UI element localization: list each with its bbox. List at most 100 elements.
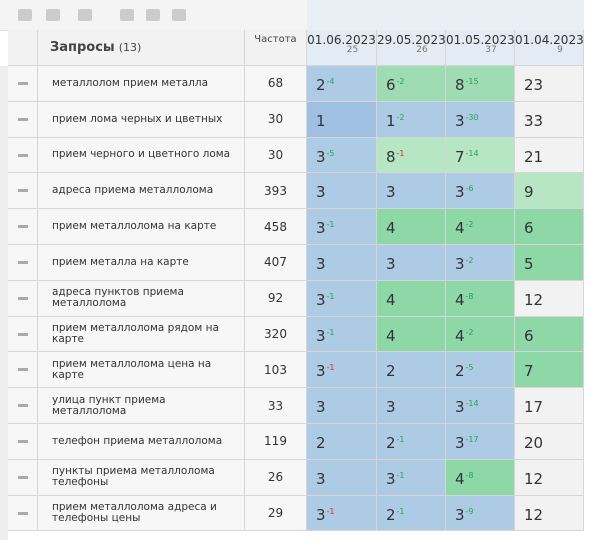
row-handle[interactable] xyxy=(8,280,38,317)
font-icon[interactable] xyxy=(172,9,186,21)
date-header[interactable]: 29.05.2023 26 xyxy=(377,30,446,66)
position-cell: 3 xyxy=(377,245,446,281)
position-cell: 2-5 xyxy=(446,352,515,389)
position: 3 xyxy=(386,183,396,202)
date-header[interactable]: 01.05.2023 37 xyxy=(446,30,515,66)
position-delta: -1 xyxy=(326,220,335,230)
row-handle[interactable] xyxy=(8,495,38,532)
position-cell: 33 xyxy=(515,101,584,138)
position: 4 xyxy=(455,290,465,309)
row-handle[interactable] xyxy=(8,66,38,102)
row-handle[interactable] xyxy=(8,388,38,424)
date-count: 26 xyxy=(416,45,428,55)
frequency: 33 xyxy=(245,388,307,424)
position: 6 xyxy=(386,76,396,94)
position: 4 xyxy=(455,469,465,488)
position: 23 xyxy=(524,76,544,94)
position-cell: 4 xyxy=(377,316,446,353)
position-cell: 3-30 xyxy=(446,101,515,138)
position-delta: -8 xyxy=(465,291,474,301)
query: прием металлолома цена на карте xyxy=(38,352,245,389)
position: 3 xyxy=(316,469,326,488)
position-delta: -1 xyxy=(326,291,335,301)
position-cell: 21 xyxy=(515,137,584,174)
position: 5 xyxy=(524,255,534,273)
position-cell: 7-14 xyxy=(446,137,515,174)
position-cell: 6-2 xyxy=(377,66,446,102)
position: 8 xyxy=(455,76,465,94)
row-handle[interactable] xyxy=(8,316,38,353)
date-count: 9 xyxy=(557,45,563,55)
position-cell: 3 xyxy=(307,173,377,210)
position: 12 xyxy=(524,469,544,488)
query: металлолом прием металла xyxy=(38,66,245,102)
position-cell: 8-1 xyxy=(377,137,446,174)
frequency: 119 xyxy=(245,424,307,460)
link-icon[interactable] xyxy=(78,9,92,21)
row-handle[interactable] xyxy=(8,424,38,460)
position: 3 xyxy=(455,434,465,452)
position-delta: -5 xyxy=(326,148,335,158)
position: 3 xyxy=(316,326,326,345)
position-cell: 4 xyxy=(377,209,446,245)
position: 4 xyxy=(455,326,465,345)
position-cell: 4 xyxy=(377,280,446,317)
position-cell: 4-2 xyxy=(446,316,515,353)
position-cell: 8-15 xyxy=(446,66,515,102)
query: адреса пунктов приема металлолома xyxy=(38,280,245,317)
position-cell: 12 xyxy=(515,280,584,317)
position-cell: 4-2 xyxy=(446,209,515,245)
position-delta: -1 xyxy=(396,148,405,158)
position-delta: -5 xyxy=(465,363,474,373)
query: прием металлолома на карте xyxy=(38,209,245,245)
row-handle[interactable] xyxy=(8,101,38,138)
query: прием металлолома рядом на карте xyxy=(38,316,245,353)
position-cell: 3-1 xyxy=(307,280,377,317)
position-cell: 3-1 xyxy=(307,316,377,353)
row-handle[interactable] xyxy=(8,245,38,281)
export-icon[interactable] xyxy=(120,9,134,21)
position-cell: 17 xyxy=(515,388,584,424)
row-handle[interactable] xyxy=(8,209,38,245)
position: 3 xyxy=(455,255,465,273)
query: прием металлолома адреса и телефоны цены xyxy=(38,495,245,532)
frequency: 103 xyxy=(245,352,307,389)
contrast-icon[interactable] xyxy=(146,9,160,21)
row-handle[interactable] xyxy=(8,173,38,210)
date-header[interactable]: 01.04.2023 9 xyxy=(515,30,584,66)
position: 3 xyxy=(455,505,465,524)
date: 29.05.2023 xyxy=(377,33,446,47)
query-header[interactable]: Запросы (13) xyxy=(38,30,245,66)
position-cell: 2 xyxy=(377,352,446,389)
position-delta: -14 xyxy=(465,399,479,409)
row-handle[interactable] xyxy=(8,137,38,174)
position-delta: -1 xyxy=(396,506,405,516)
query: адреса приема металлолома xyxy=(38,173,245,210)
frequency: 29 xyxy=(245,495,307,532)
query: прием лома черных и цветных xyxy=(38,101,245,138)
position: 3 xyxy=(316,362,326,381)
position-cell: 3 xyxy=(307,245,377,281)
position-cell: 3-6 xyxy=(446,173,515,210)
position: 3 xyxy=(316,255,326,273)
position-delta: -1 xyxy=(396,435,405,444)
date-bar xyxy=(307,0,584,30)
position-delta: -2 xyxy=(396,77,405,86)
toolbar xyxy=(0,0,307,31)
position: 7 xyxy=(524,362,534,381)
position-cell: 6 xyxy=(515,316,584,353)
date-header[interactable]: 01.06.2023 25 xyxy=(307,30,377,66)
position: 12 xyxy=(524,505,544,524)
query: пункты приема металлолома телефоны xyxy=(38,459,245,496)
frequency: 320 xyxy=(245,316,307,353)
toggle-icon[interactable] xyxy=(46,9,60,21)
row-handle[interactable] xyxy=(8,352,38,389)
frequency: 26 xyxy=(245,459,307,496)
position: 17 xyxy=(524,398,544,417)
date-count: 25 xyxy=(346,45,359,55)
row-handle[interactable] xyxy=(8,459,38,496)
sort-icon[interactable] xyxy=(18,9,32,21)
query: прием металла на карте xyxy=(38,245,245,281)
position-cell: 3-1 xyxy=(307,352,377,389)
position: 3 xyxy=(455,111,465,130)
